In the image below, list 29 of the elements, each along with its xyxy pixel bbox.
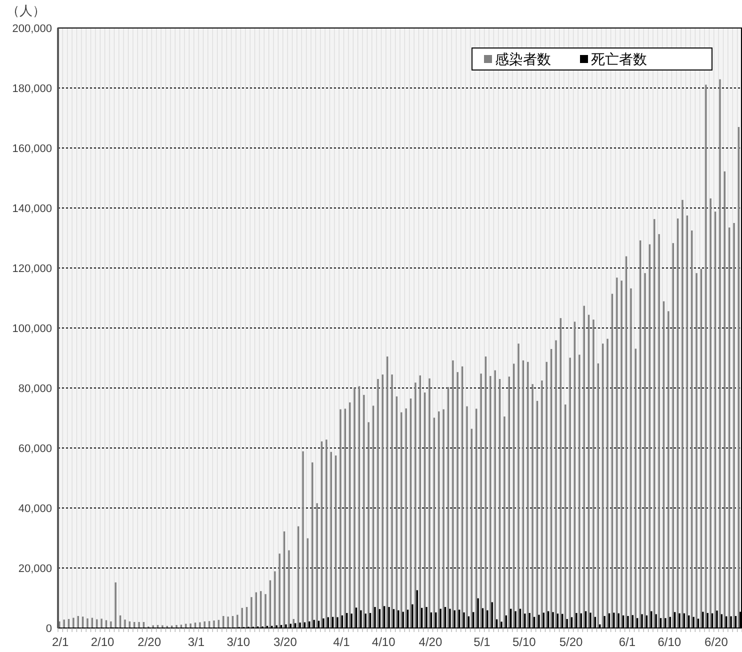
x-tick-label: 4/20	[418, 635, 442, 649]
y-tick-label: 60,000	[18, 443, 52, 455]
y-tick-label: 180,000	[12, 83, 52, 95]
x-tick-label: 2/1	[52, 635, 70, 649]
y-tick-label: 140,000	[12, 203, 52, 215]
y-tick-label: 80,000	[18, 383, 52, 395]
x-tick-label: 3/20	[274, 635, 298, 649]
legend-label: 死亡者数	[591, 51, 647, 67]
y-tick-label: 120,000	[12, 263, 52, 275]
x-tick-label: 6/10	[658, 635, 682, 649]
y-tick-label: 160,000	[12, 143, 52, 155]
x-tick-label: 2/10	[90, 635, 115, 649]
x-tick-label: 4/1	[333, 635, 350, 649]
y-tick-label: 0	[46, 623, 52, 635]
legend-label: 感染者数	[495, 51, 551, 67]
x-tick-label: 6/20	[704, 635, 728, 649]
y-tick-label: 40,000	[18, 503, 52, 515]
x-tick-label: 5/1	[474, 635, 491, 649]
y-tick-label: 20,000	[18, 563, 52, 575]
x-tick-label: 6/1	[618, 635, 636, 649]
x-tick-label: 5/20	[559, 635, 583, 649]
y-axis-title: （人）	[6, 3, 46, 18]
x-tick-label: 4/10	[372, 635, 396, 649]
y-tick-label: 200,000	[12, 23, 52, 35]
x-tick-label: 2/20	[138, 635, 162, 649]
x-tick-label: 5/10	[512, 635, 536, 649]
x-tick-label: 3/1	[188, 635, 205, 649]
x-tick-label: 3/10	[226, 635, 250, 649]
y-tick-label: 100,000	[12, 323, 52, 335]
